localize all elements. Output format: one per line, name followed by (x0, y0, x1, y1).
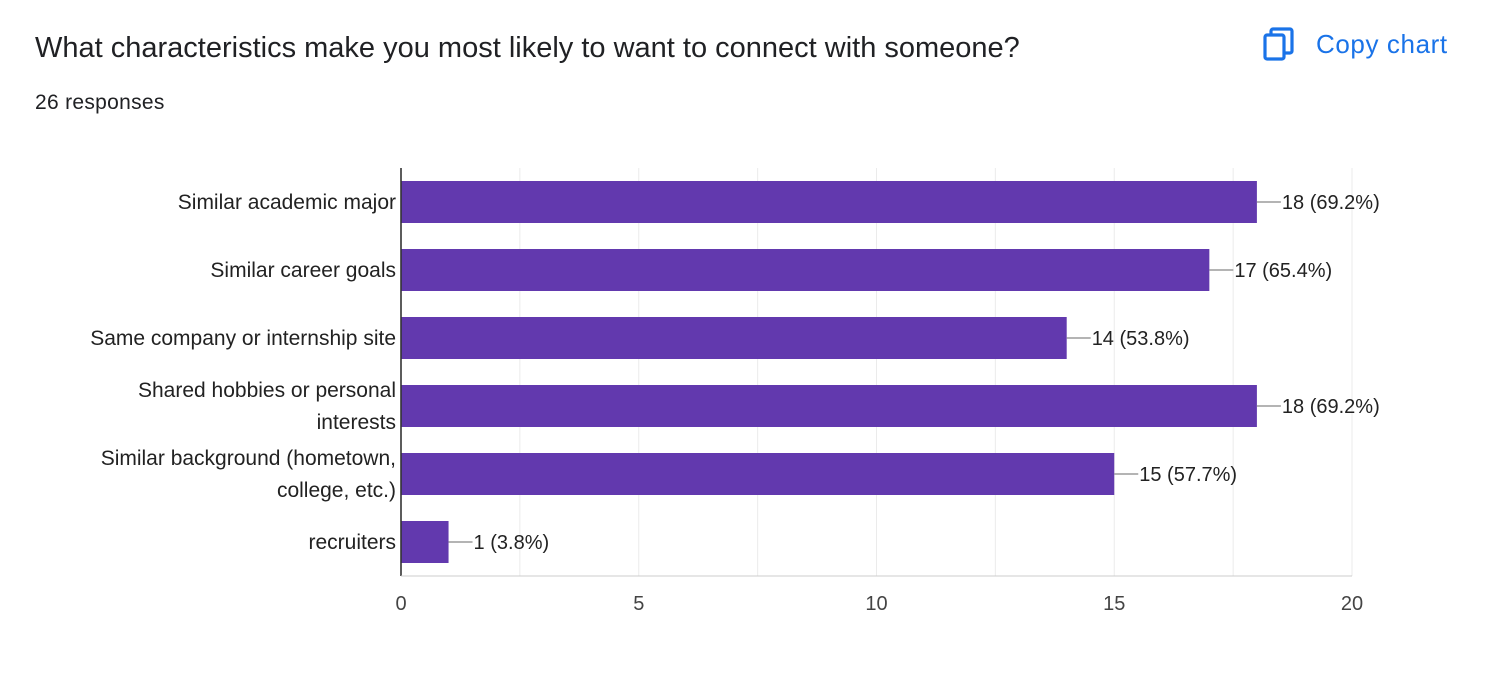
category-label: Similar career goals (210, 259, 396, 282)
category-label: college, etc.) (277, 479, 396, 502)
data-label: 15 (57.7%) (1139, 464, 1237, 486)
category-label: recruiters (308, 531, 396, 554)
question-title: What characteristics make you most likel… (35, 32, 1020, 64)
copy-chart-button[interactable]: Copy chart (1252, 22, 1454, 66)
x-tick-label: 0 (395, 593, 406, 615)
data-label: 18 (69.2%) (1282, 192, 1380, 214)
data-label: 14 (53.8%) (1092, 328, 1190, 350)
response-count: 26 responses (35, 91, 165, 114)
bar (401, 521, 449, 563)
data-label: 18 (69.2%) (1282, 396, 1380, 418)
x-tick-label: 20 (1341, 593, 1363, 615)
x-tick-label: 5 (633, 593, 644, 615)
copy-chart-label: Copy chart (1316, 28, 1448, 59)
bar (401, 453, 1115, 495)
data-label: 17 (65.4%) (1234, 260, 1332, 282)
bar (401, 317, 1067, 359)
category-label: Similar background (hometown, (101, 447, 396, 470)
x-tick-label: 15 (1103, 593, 1125, 615)
category-label: interests (317, 411, 396, 434)
bar (401, 181, 1257, 223)
bar (401, 249, 1210, 291)
data-label: 1 (3.8%) (474, 532, 550, 554)
category-label: Same company or internship site (90, 327, 396, 350)
bar (401, 385, 1257, 427)
category-label: Similar academic major (178, 191, 396, 214)
category-label: Shared hobbies or personal (138, 379, 396, 402)
x-tick-label: 10 (865, 593, 887, 615)
copy-icon (1263, 27, 1294, 61)
